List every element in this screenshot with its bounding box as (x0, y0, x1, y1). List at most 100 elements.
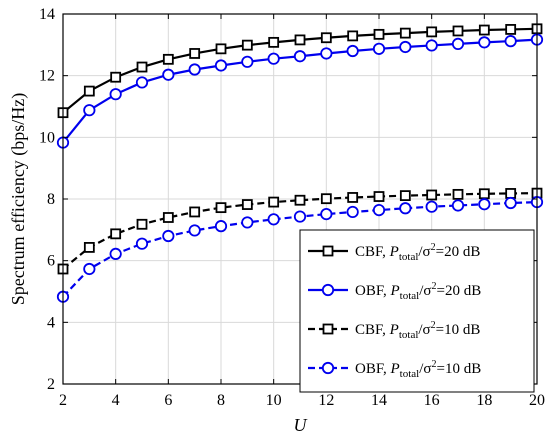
data-point (426, 189, 438, 201)
data-point (268, 36, 280, 48)
data-point (451, 199, 465, 212)
data-point (320, 208, 333, 221)
data-point (188, 63, 201, 76)
data-point (110, 228, 122, 240)
legend-text-suffix: =10 dB (436, 322, 481, 338)
data-point (347, 192, 359, 203)
legend-label: CBF, Ptotal/σ2=20 dB (355, 242, 480, 263)
legend-text-p: P (389, 283, 399, 299)
data-point (320, 193, 332, 205)
data-point (320, 47, 333, 60)
series-1 (57, 23, 543, 119)
data-point (83, 85, 95, 97)
data-point (399, 202, 412, 215)
series-2 (56, 33, 544, 149)
legend-marker (321, 283, 335, 297)
data-point (478, 198, 491, 211)
legend-text-prefix: OBF, (355, 361, 390, 377)
legend-marker (322, 323, 334, 335)
data-point (135, 237, 149, 250)
legend-text-sup: 2 (431, 320, 436, 331)
data-point (425, 39, 438, 52)
legend-box (299, 229, 535, 393)
data-point (109, 88, 122, 101)
data-point (320, 32, 332, 44)
legend-text-suffix: =20 dB (436, 283, 481, 299)
data-point (214, 59, 228, 72)
data-point (373, 28, 385, 40)
x-tick-label: 16 (424, 392, 440, 409)
data-point (505, 24, 517, 35)
data-point (505, 188, 517, 199)
legend-text-sup: 2 (431, 281, 436, 292)
data-point (188, 224, 201, 237)
legend-text-mid: /σ (418, 244, 430, 260)
data-point (346, 44, 359, 58)
legend-label: CBF, Ptotal/σ2=10 dB (355, 320, 480, 341)
data-point (478, 188, 490, 200)
legend-text-prefix: CBF, (355, 322, 390, 338)
data-point (83, 262, 96, 276)
series-4 (56, 195, 544, 303)
data-point (241, 199, 253, 210)
legend-item: OBF, Ptotal/σ2=10 dB (308, 359, 481, 380)
legend-item: OBF, Ptotal/σ2=20 dB (308, 281, 481, 302)
data-point (346, 205, 359, 219)
legend-item: CBF, Ptotal/σ2=20 dB (308, 242, 480, 263)
legend-text-sub: total (399, 251, 419, 263)
data-point (372, 204, 386, 217)
data-point (452, 188, 464, 200)
legend-text-prefix: CBF, (355, 244, 390, 260)
legend-text-suffix: =10 dB (436, 361, 481, 377)
y-tick-label: 10 (39, 129, 55, 146)
x-axis-label: U (294, 415, 308, 435)
legend-text-p: P (389, 322, 399, 338)
data-point (294, 34, 306, 46)
x-tick-label: 4 (112, 392, 120, 409)
x-tick-label: 8 (217, 392, 225, 409)
data-point (399, 190, 411, 202)
legend-label: OBF, Ptotal/σ2=10 dB (355, 359, 481, 380)
legend-text-sup: 2 (431, 359, 436, 370)
axis-ticks: 2 4 6 8 10 12 14 16 18 20 2 4 6 8 10 12 14 (39, 6, 545, 409)
legend-text-sup: 2 (431, 242, 436, 253)
x-tick-label: 20 (529, 392, 545, 409)
data-point (451, 37, 465, 51)
legend-text-mid: /σ (419, 361, 431, 377)
data-point (241, 39, 253, 51)
data-point (215, 43, 227, 55)
data-point (425, 200, 438, 213)
x-tick-label: 2 (59, 392, 67, 409)
data-point (214, 220, 228, 233)
legend-text-mid: /σ (419, 283, 431, 299)
data-point (478, 36, 491, 49)
x-tick-label: 10 (266, 392, 282, 409)
data-point (136, 61, 148, 73)
legend-text-sub: total (400, 368, 420, 380)
data-point (83, 104, 96, 117)
data-point (372, 42, 386, 55)
y-tick-label: 2 (47, 376, 55, 393)
x-tick-label: 6 (164, 392, 172, 409)
data-point (162, 68, 175, 81)
y-axis-label: Spectrum efficiency (bps/Hz) (8, 93, 29, 306)
y-tick-label: 12 (39, 68, 55, 85)
data-point (267, 213, 280, 226)
data-point (294, 194, 306, 206)
legend-label: OBF, Ptotal/σ2=20 dB (355, 281, 481, 302)
data-point (504, 35, 517, 48)
data-point (399, 27, 411, 39)
data-point (478, 24, 490, 36)
x-tick-label: 12 (318, 392, 334, 409)
data-point (268, 196, 280, 208)
data-point (347, 30, 359, 42)
data-point (399, 40, 412, 54)
y-tick-label: 14 (39, 6, 55, 23)
legend-marker (322, 245, 334, 257)
legend-text-mid: /σ (418, 322, 430, 338)
data-point (426, 26, 438, 38)
legend-text-suffix: =20 dB (436, 244, 481, 260)
data-point (83, 242, 95, 253)
